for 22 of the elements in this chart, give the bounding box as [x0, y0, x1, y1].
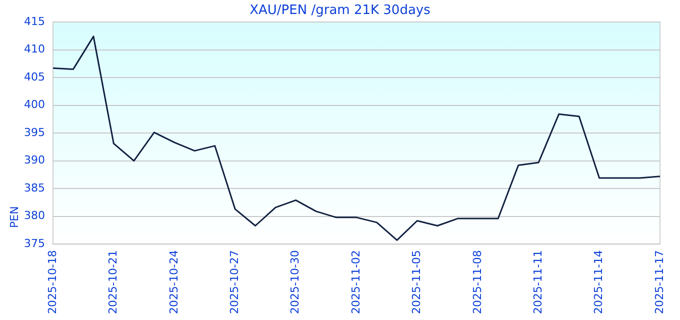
y-tick-label: 390 [24, 154, 45, 167]
x-tick-label: 2025-10-30 [288, 250, 302, 314]
x-tick-label: 2025-11-05 [410, 250, 424, 314]
x-tick-label: 2025-11-11 [531, 250, 544, 314]
y-tick-label: 405 [24, 70, 45, 84]
y-tick-label: 395 [24, 126, 45, 139]
x-tick-label: 2025-10-24 [167, 250, 180, 314]
y-tick-label: 375 [24, 236, 45, 250]
x-tick-label: 2025-11-14 [592, 250, 606, 314]
y-tick-label: 400 [24, 98, 45, 112]
y-tick-label: 410 [24, 42, 45, 56]
x-tick-label: 2025-10-27 [228, 250, 241, 314]
x-tick-label: 2025-11-02 [349, 250, 362, 314]
x-tick-label: 2025-11-17 [652, 250, 666, 314]
y-tick-label: 380 [24, 209, 45, 222]
chart-title: XAU/PEN /gram 21K 30days [250, 3, 430, 18]
x-tick-label: 2025-10-18 [46, 250, 59, 314]
y-tick-label: 415 [24, 14, 45, 28]
y-axis-title: PEN [8, 206, 21, 228]
y-tick-label: 385 [24, 181, 45, 194]
x-tick-label: 2025-11-08 [470, 250, 484, 314]
x-tick-label: 2025-10-21 [106, 250, 120, 314]
